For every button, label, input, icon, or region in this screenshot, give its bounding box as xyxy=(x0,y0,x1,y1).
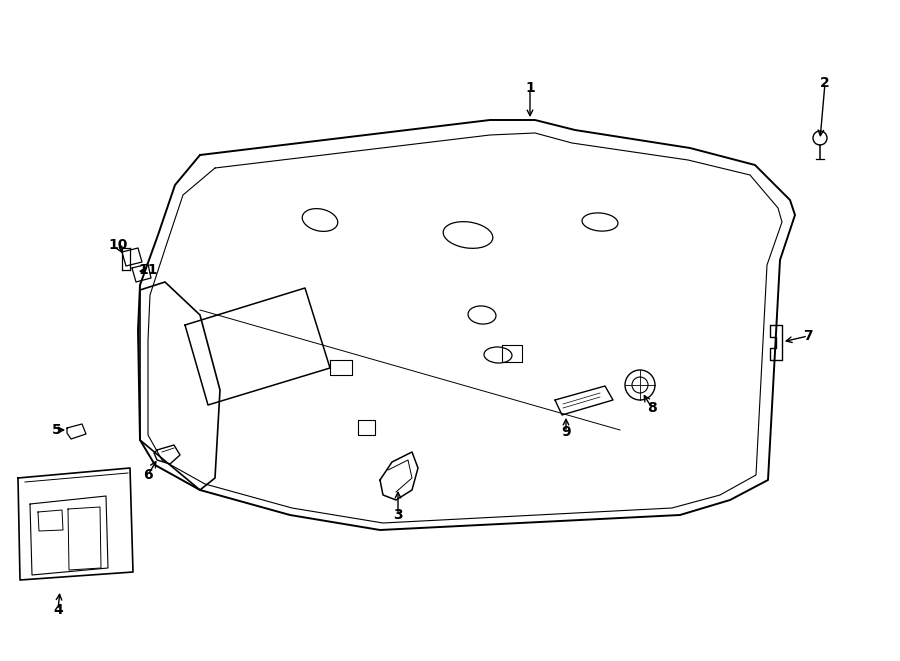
Text: 7: 7 xyxy=(803,329,813,343)
Text: 1: 1 xyxy=(525,81,535,95)
Text: 11: 11 xyxy=(139,263,158,277)
Text: 5: 5 xyxy=(52,423,62,437)
Text: 8: 8 xyxy=(647,401,657,415)
Text: 9: 9 xyxy=(562,425,571,439)
Text: 2: 2 xyxy=(820,76,830,90)
Text: 3: 3 xyxy=(393,508,403,522)
Text: 6: 6 xyxy=(143,468,153,482)
Text: 4: 4 xyxy=(53,603,63,617)
Text: 10: 10 xyxy=(108,238,128,252)
